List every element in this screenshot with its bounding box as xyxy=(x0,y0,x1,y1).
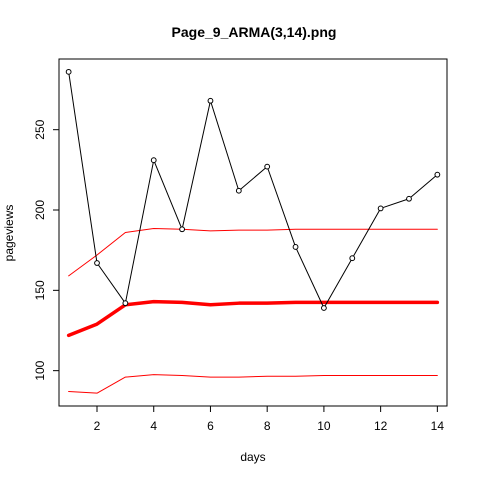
observed-point xyxy=(94,260,100,266)
lower-series-line xyxy=(68,374,438,394)
y-axis-label: pageviews xyxy=(2,205,16,262)
observed-point xyxy=(122,300,129,307)
series-layer xyxy=(65,68,441,394)
observed-point xyxy=(65,68,72,75)
x-tick-label: 4 xyxy=(150,419,157,433)
x-tick-label: 6 xyxy=(207,419,214,433)
x-axis-label: days xyxy=(240,450,265,464)
y-tick-label: 100 xyxy=(33,360,47,380)
upper-series-line xyxy=(68,227,438,277)
y-tick-label: 200 xyxy=(33,200,47,220)
x-tick-label: 10 xyxy=(317,419,331,433)
plot-frame xyxy=(58,58,448,407)
y-axis: 100 150 200 250 xyxy=(33,119,59,381)
observed-series-line xyxy=(68,71,438,309)
y-tick-label: 250 xyxy=(33,119,47,139)
observed-point xyxy=(264,163,271,170)
observed-point xyxy=(179,226,185,233)
observed-point xyxy=(377,205,384,212)
observed-point xyxy=(292,244,299,250)
x-tick-label: 8 xyxy=(264,419,271,433)
chart-title: Page_9_ARMA(3,14).png xyxy=(172,24,337,40)
observed-point xyxy=(406,195,412,202)
observed-point xyxy=(150,157,157,164)
forecast-series-line xyxy=(66,299,440,338)
observed-point xyxy=(235,187,242,194)
observed-point xyxy=(434,171,441,178)
x-tick-label: 14 xyxy=(431,419,445,433)
observed-point xyxy=(321,305,327,311)
x-tick-label: 12 xyxy=(374,419,388,433)
y-tick-label: 150 xyxy=(33,280,47,300)
x-tick-label: 2 xyxy=(94,419,101,433)
x-axis: 2 4 6 8 10 12 14 xyxy=(94,406,445,433)
observed-point xyxy=(207,97,214,104)
observed-point xyxy=(349,255,356,262)
